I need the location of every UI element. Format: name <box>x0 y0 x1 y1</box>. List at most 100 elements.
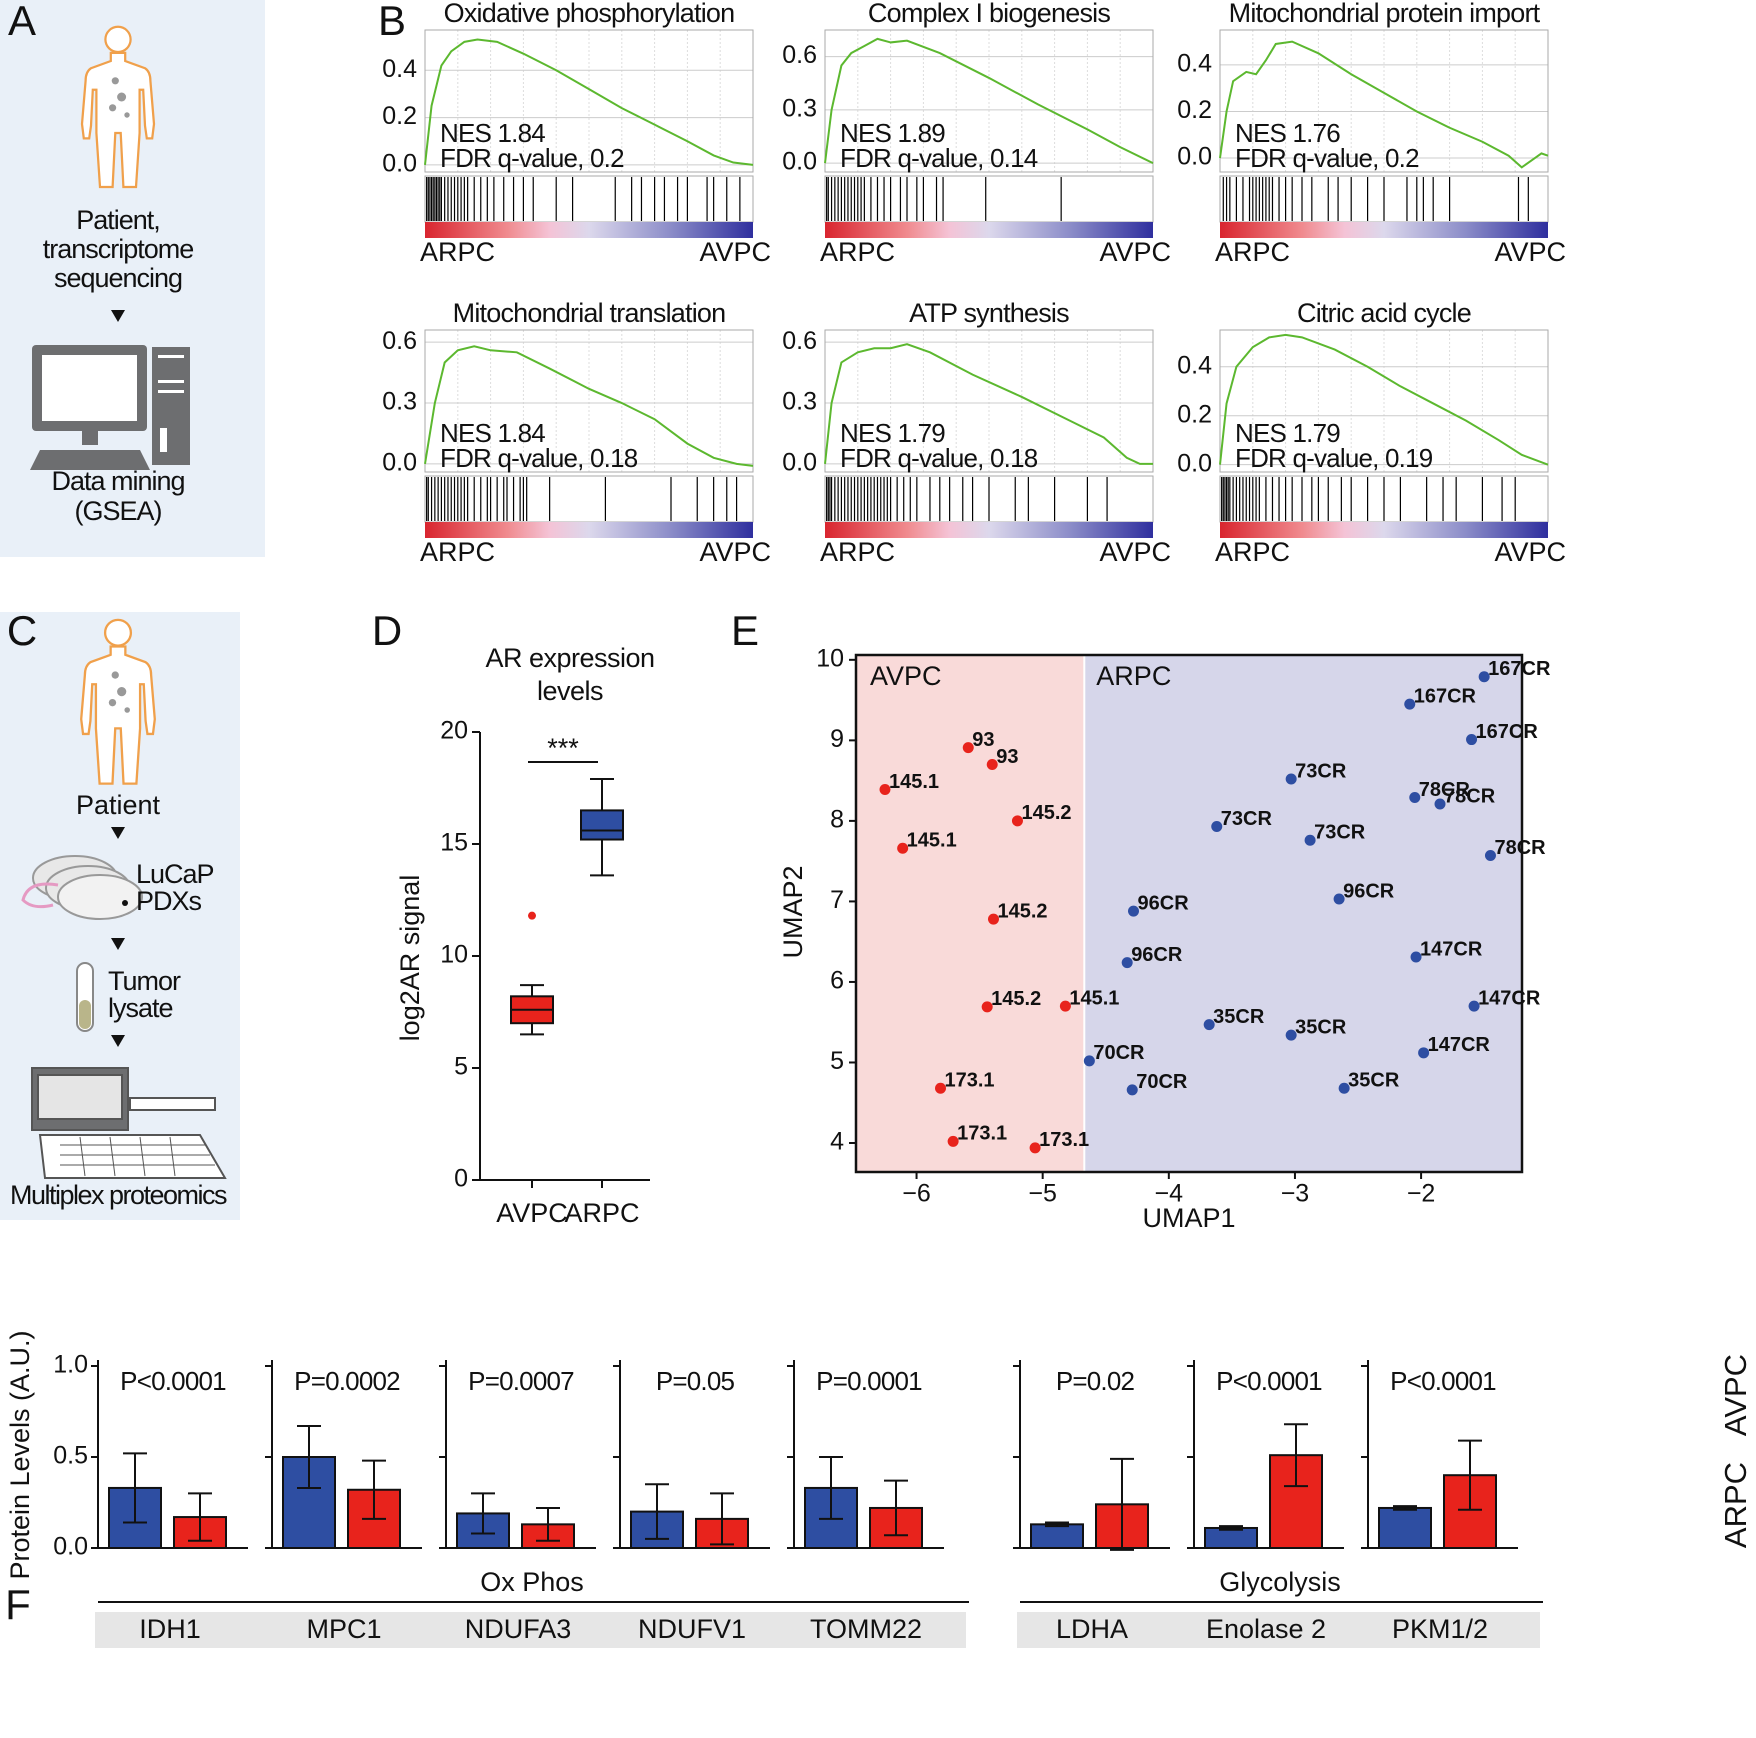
x-tick-label: −5 <box>1028 1180 1057 1208</box>
annotation: NES 1.89 <box>840 118 945 148</box>
rank-left-label: ARPC <box>1215 237 1290 267</box>
panel-c-text: Tumor <box>108 966 181 996</box>
point-label: 35CR <box>1213 1006 1265 1028</box>
person-icon <box>80 618 156 785</box>
annotation: FDR q-value, 0.2 <box>440 143 624 173</box>
organ <box>108 698 117 707</box>
rank-left-label: ARPC <box>420 537 495 567</box>
y-axis-label: UMAP2 <box>778 865 808 958</box>
point <box>1203 1019 1215 1031</box>
point-label: 73CR <box>1295 760 1347 782</box>
annotation: FDR q-value, 0.14 <box>840 143 1038 173</box>
annotation: FDR q-value, 0.18 <box>440 443 638 473</box>
x-tick-label: −4 <box>1155 1180 1184 1208</box>
point-label: 167CR <box>1414 685 1477 707</box>
point-label: 78CR <box>1444 785 1496 807</box>
arrow-heads <box>111 310 125 1047</box>
y-tick-label: 4 <box>830 1128 844 1156</box>
legend-entry: ARPC <box>1718 1462 1753 1548</box>
person-body <box>80 51 156 189</box>
y-tick-label: 0.6 <box>782 41 817 69</box>
panel-c-text: Multiplex proteomics <box>10 1180 227 1210</box>
point-label: 145.1 <box>889 771 939 793</box>
panel-a-step: (GSEA) <box>74 496 161 526</box>
y-tick-label: 0.0 <box>382 448 417 476</box>
annotation: NES 1.84 <box>440 418 545 448</box>
point <box>1484 850 1496 862</box>
region-label: ARPC <box>1096 661 1171 691</box>
rank-bar <box>825 222 1153 238</box>
person-icon <box>80 25 156 189</box>
panel-c-text: Patient <box>76 790 161 820</box>
enrichment-frame <box>824 29 1154 173</box>
region <box>856 655 1085 1172</box>
region <box>1084 655 1522 1172</box>
y-tick-label: 0.2 <box>1177 96 1212 124</box>
y-tick-label: 5 <box>830 1047 844 1075</box>
point <box>1059 1000 1071 1012</box>
rank-bar <box>425 222 753 238</box>
point <box>947 1135 959 1147</box>
point <box>879 783 891 795</box>
y-tick-label: 0.4 <box>382 55 417 83</box>
p-value: P<0.0001 <box>1216 1366 1322 1396</box>
point-label: 93 <box>972 729 994 751</box>
organ <box>111 77 119 85</box>
y-tick-label: 15 <box>440 829 468 857</box>
rank-right-label: AVPC <box>1494 237 1566 267</box>
point-label: 145.1 <box>1069 987 1119 1009</box>
panel-c-text: LuCaP <box>136 859 214 889</box>
y-tick-label: 10 <box>440 941 468 969</box>
annotation: NES 1.84 <box>440 118 545 148</box>
rank-right-label: AVPC <box>699 537 771 567</box>
y-tick-label: 0 <box>454 1165 468 1193</box>
point <box>986 759 998 771</box>
bar <box>1030 1523 1084 1549</box>
point <box>935 1082 947 1094</box>
point <box>1418 1047 1430 1059</box>
enrichment-curve <box>424 345 754 467</box>
y-tick-label: 0.0 <box>382 150 417 178</box>
outlier <box>528 911 536 920</box>
y-tick-label: 20 <box>440 717 468 745</box>
point-label: 73CR <box>1314 821 1366 843</box>
panel-label: D <box>372 607 402 654</box>
panel-a-text: Patient, <box>76 205 160 235</box>
point-label: 147CR <box>1478 987 1541 1009</box>
y-tick-label: 0.2 <box>1177 400 1212 428</box>
plot-frame <box>854 653 1524 1174</box>
point <box>1029 1142 1041 1154</box>
region-label: AVPC <box>870 661 942 691</box>
significance: *** <box>547 733 579 763</box>
x-tick-label: AVPC <box>496 1198 568 1228</box>
x-tick-label: −3 <box>1281 1180 1310 1208</box>
rank-right-label: AVPC <box>1099 237 1171 267</box>
group-title: Ox Phos <box>480 1567 584 1597</box>
point-label: 173.1 <box>945 1070 995 1092</box>
y-tick-label: 0.6 <box>382 327 417 355</box>
person-body <box>80 645 156 785</box>
y-axis-label: Protein Levels (A.U.) <box>5 1330 35 1579</box>
bar <box>1443 1474 1497 1549</box>
p-value: P=0.0007 <box>468 1366 574 1396</box>
point-label: 96CR <box>1138 892 1190 914</box>
annotation: FDR q-value, 0.2 <box>1235 143 1419 173</box>
y-tick-label: 0.0 <box>53 1533 88 1561</box>
person-head <box>104 25 132 54</box>
legend-entry: AVPC <box>1718 1354 1753 1436</box>
panel-c-text: PDXs <box>136 886 202 916</box>
point-label: 167CR <box>1488 658 1551 680</box>
point-label: 145.2 <box>997 900 1047 922</box>
point <box>1404 698 1416 710</box>
enrichment-frame <box>424 29 754 173</box>
panel-a-step: Data mining <box>51 466 184 496</box>
y-tick-label: 6 <box>830 967 844 995</box>
panel-label: A <box>8 0 36 44</box>
plot-title: Mitochondrial translation <box>453 298 726 328</box>
point-label: 145.2 <box>1021 802 1071 824</box>
category-label: Enolase 2 <box>1206 1614 1326 1644</box>
y-tick-label: 0.6 <box>782 327 817 355</box>
enrichment-frame <box>1219 29 1549 173</box>
point <box>1011 815 1023 827</box>
